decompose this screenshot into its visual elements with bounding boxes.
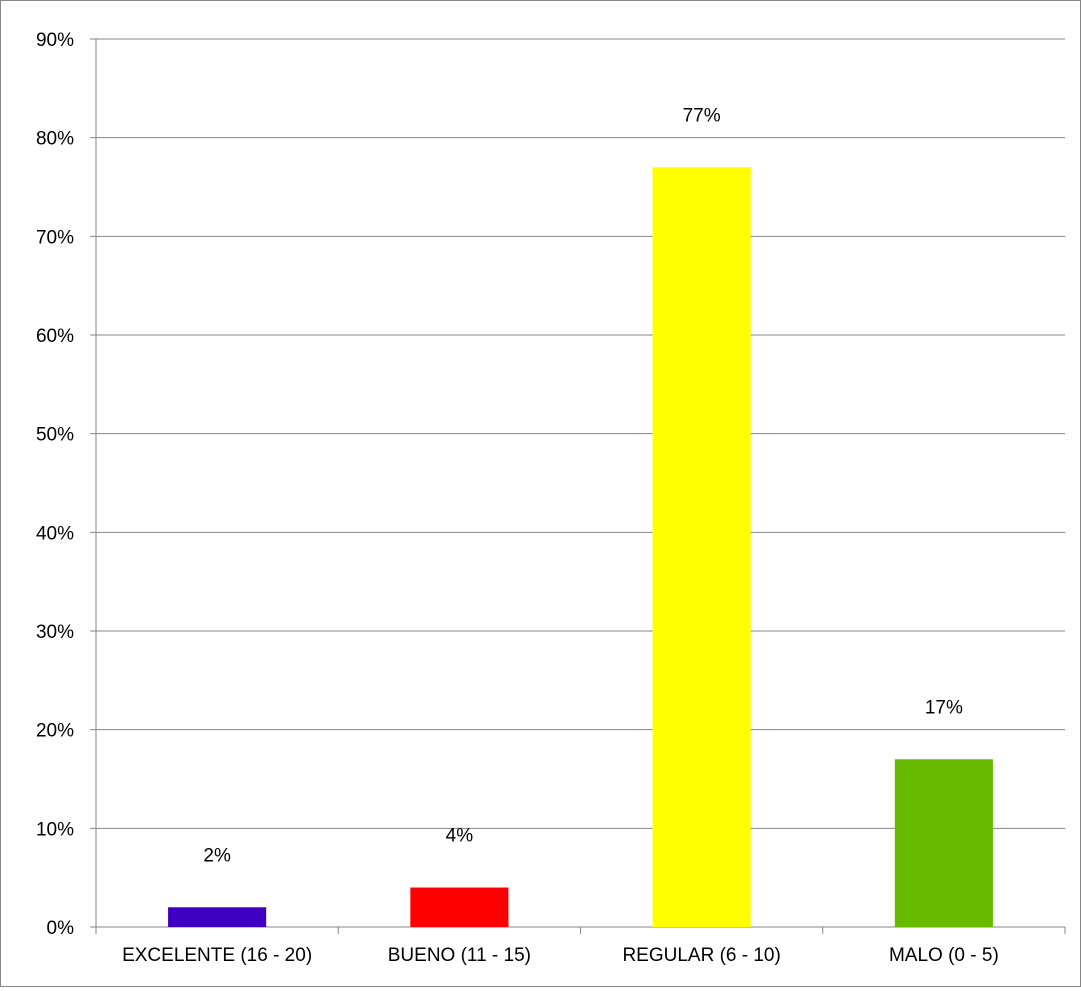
x-tick-label: REGULAR (6 - 10) bbox=[622, 945, 780, 966]
labels: 0% 10% 20% 30% 40% 50% 60% 70% 80% 90% 2% EXCELENTE… bbox=[36, 30, 999, 966]
y-tick-label: 40% bbox=[36, 523, 74, 544]
y-tick-label: 60% bbox=[36, 326, 74, 347]
y-tick-label: 50% bbox=[36, 425, 74, 446]
data-label: 77% bbox=[683, 105, 721, 126]
y-tick-label: 10% bbox=[36, 819, 74, 840]
bar-4 bbox=[894, 759, 993, 927]
bar-3 bbox=[652, 167, 751, 927]
data-label: 17% bbox=[925, 697, 963, 718]
y-tick-label: 30% bbox=[36, 622, 74, 643]
data-label: 2% bbox=[203, 845, 231, 866]
bars bbox=[168, 167, 993, 927]
gridlines bbox=[96, 38, 1065, 829]
y-tick-label: 20% bbox=[36, 721, 74, 742]
y-tick-label: 0% bbox=[47, 918, 75, 939]
x-tick-label: BUENO (11 - 15) bbox=[388, 945, 531, 966]
bar-2 bbox=[410, 887, 509, 927]
y-tick-label: 90% bbox=[36, 30, 74, 51]
y-tick-label: 70% bbox=[36, 227, 74, 248]
data-label: 4% bbox=[446, 826, 474, 847]
x-tick-label: MALO (0 - 5) bbox=[889, 945, 999, 966]
bar-1 bbox=[168, 907, 267, 927]
y-tick-label: 80% bbox=[36, 129, 74, 150]
x-tick-label: EXCELENTE (16 - 20) bbox=[122, 945, 312, 966]
